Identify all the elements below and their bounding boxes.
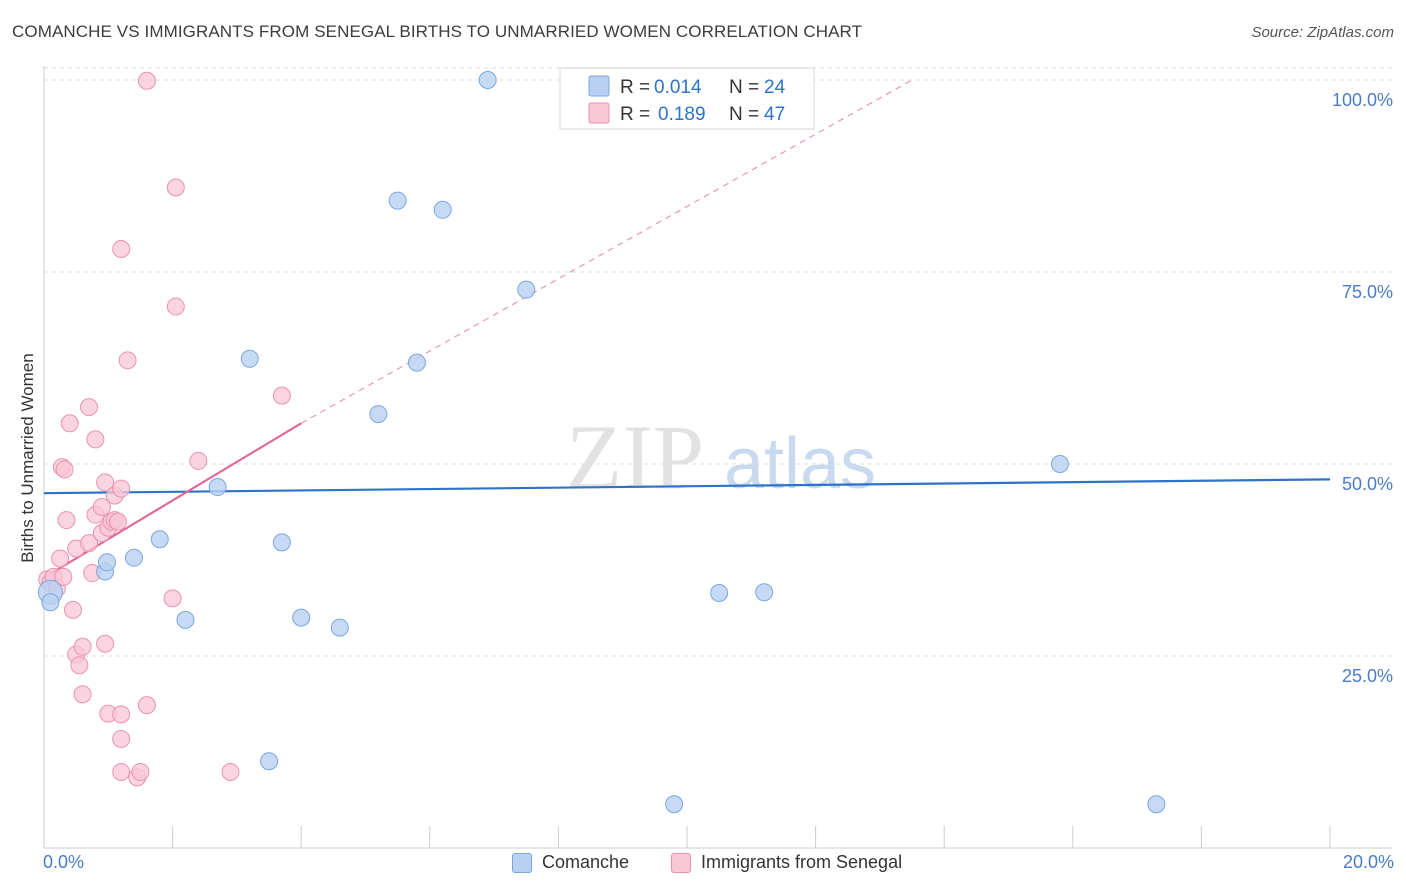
point-comanche-14[interactable] bbox=[388, 191, 407, 210]
point-senegal-20[interactable] bbox=[86, 430, 105, 449]
point-comanche-21[interactable] bbox=[755, 583, 774, 602]
legend-swatch-comanche bbox=[588, 75, 610, 97]
trend-line-senegal-extended bbox=[300, 79, 913, 424]
bottom-legend-swatch-comanche bbox=[512, 852, 532, 873]
legend-r-value-1: 0.014 bbox=[654, 77, 702, 98]
point-senegal-12[interactable] bbox=[70, 656, 89, 675]
legend-r-label-2: R = bbox=[620, 104, 650, 125]
x-tick-label-min: 0.0% bbox=[43, 852, 85, 872]
point-senegal-33[interactable] bbox=[118, 351, 137, 370]
source-label: Source: ZipAtlas.com bbox=[1251, 24, 1394, 41]
legend-r-label-1: R = bbox=[620, 77, 650, 98]
x-tick-label-max: 20.0% bbox=[1342, 852, 1394, 872]
point-comanche-22[interactable] bbox=[1050, 455, 1069, 473]
point-senegal-23[interactable] bbox=[96, 473, 115, 492]
point-comanche-11[interactable] bbox=[292, 608, 311, 627]
point-comanche-16[interactable] bbox=[433, 200, 452, 219]
point-comanche-15[interactable] bbox=[407, 353, 426, 372]
legend-swatch-senegal bbox=[588, 102, 610, 124]
point-comanche-7[interactable] bbox=[208, 478, 227, 497]
point-senegal-10[interactable] bbox=[63, 600, 82, 619]
y-tick-label-50: 50.0% bbox=[1342, 474, 1393, 494]
chart-title: COMANCHE VS IMMIGRANTS FROM SENEGAL BIRT… bbox=[12, 22, 863, 41]
point-comanche-23[interactable] bbox=[1147, 795, 1166, 814]
point-senegal-29[interactable] bbox=[112, 762, 131, 781]
point-comanche-3[interactable] bbox=[98, 553, 117, 572]
point-comanche-1[interactable] bbox=[41, 593, 60, 612]
legend-box: R = 0.014 N = 24 R = 0.189 N = 47 bbox=[559, 67, 815, 130]
point-senegal-6[interactable] bbox=[54, 567, 73, 586]
trend-line-senegal bbox=[43, 422, 302, 579]
point-senegal-14[interactable] bbox=[73, 637, 92, 656]
point-comanche-12[interactable] bbox=[330, 618, 349, 637]
y-tick-label-25: 25.0% bbox=[1342, 666, 1393, 686]
point-senegal-42[interactable] bbox=[166, 297, 185, 316]
point-comanche-20[interactable] bbox=[710, 584, 729, 603]
point-senegal-15[interactable] bbox=[73, 685, 92, 704]
legend-n-value-2: 47 bbox=[764, 104, 785, 125]
legend-r-value-2: 0.189 bbox=[658, 104, 706, 125]
bottom-legend-comanche: Comanche bbox=[512, 852, 629, 873]
point-senegal-46[interactable] bbox=[272, 386, 291, 405]
point-senegal-8[interactable] bbox=[55, 460, 74, 479]
point-senegal-17[interactable] bbox=[80, 534, 99, 553]
bottom-legend-label-senegal: Immigrants from Senegal bbox=[701, 852, 903, 872]
point-comanche-4[interactable] bbox=[125, 548, 144, 567]
point-comanche-17[interactable] bbox=[478, 71, 497, 89]
point-comanche-9[interactable] bbox=[260, 752, 279, 771]
bottom-legend-label-comanche: Comanche bbox=[542, 852, 630, 872]
point-senegal-38[interactable] bbox=[112, 479, 131, 498]
watermark: ZIP atlas bbox=[566, 406, 876, 508]
point-senegal-40[interactable] bbox=[137, 696, 156, 715]
point-comanche-5[interactable] bbox=[150, 530, 169, 549]
point-senegal-28[interactable] bbox=[108, 512, 127, 531]
trend-line-comanche bbox=[43, 478, 1331, 495]
y-tick-labels: 25.0% 50.0% 75.0% 100.0% bbox=[1332, 90, 1393, 686]
point-senegal-9[interactable] bbox=[60, 414, 79, 433]
point-senegal-4[interactable] bbox=[51, 549, 70, 568]
point-senegal-45[interactable] bbox=[221, 762, 240, 781]
point-comanche-19[interactable] bbox=[665, 795, 684, 814]
y-tick-label-100: 100.0% bbox=[1332, 90, 1393, 110]
watermark-atlas: atlas bbox=[724, 424, 876, 504]
point-comanche-10[interactable] bbox=[272, 533, 291, 552]
point-comanche-6[interactable] bbox=[176, 610, 195, 629]
point-comanche-13[interactable] bbox=[369, 405, 388, 424]
point-senegal-35[interactable] bbox=[112, 705, 131, 724]
point-senegal-5[interactable] bbox=[57, 511, 76, 530]
point-senegal-16[interactable] bbox=[80, 398, 99, 417]
legend-n-value-1: 24 bbox=[764, 77, 786, 98]
axes bbox=[43, 66, 1392, 849]
y-tick-label-75: 75.0% bbox=[1342, 282, 1393, 302]
point-comanche-18[interactable] bbox=[517, 280, 536, 299]
bottom-legend-swatch-senegal bbox=[671, 852, 691, 873]
data-points bbox=[37, 71, 1166, 814]
legend-n-label-1: N = bbox=[729, 77, 759, 98]
point-senegal-32[interactable] bbox=[112, 729, 131, 748]
point-senegal-44[interactable] bbox=[189, 451, 208, 470]
watermark-zip: ZIP bbox=[566, 406, 704, 508]
point-senegal-34[interactable] bbox=[112, 239, 131, 258]
point-senegal-39[interactable] bbox=[137, 71, 156, 90]
legend-n-label-2: N = bbox=[729, 104, 759, 125]
bottom-legend-senegal: Immigrants from Senegal bbox=[671, 852, 902, 873]
bottom-legend: Comanche Immigrants from Senegal bbox=[0, 852, 1406, 878]
point-senegal-24[interactable] bbox=[96, 634, 115, 653]
point-senegal-21[interactable] bbox=[92, 498, 111, 517]
point-senegal-43[interactable] bbox=[166, 178, 185, 197]
point-senegal-41[interactable] bbox=[163, 589, 182, 608]
trend-lines bbox=[43, 79, 1331, 579]
point-senegal-37[interactable] bbox=[131, 762, 150, 781]
point-comanche-8[interactable] bbox=[240, 349, 259, 368]
